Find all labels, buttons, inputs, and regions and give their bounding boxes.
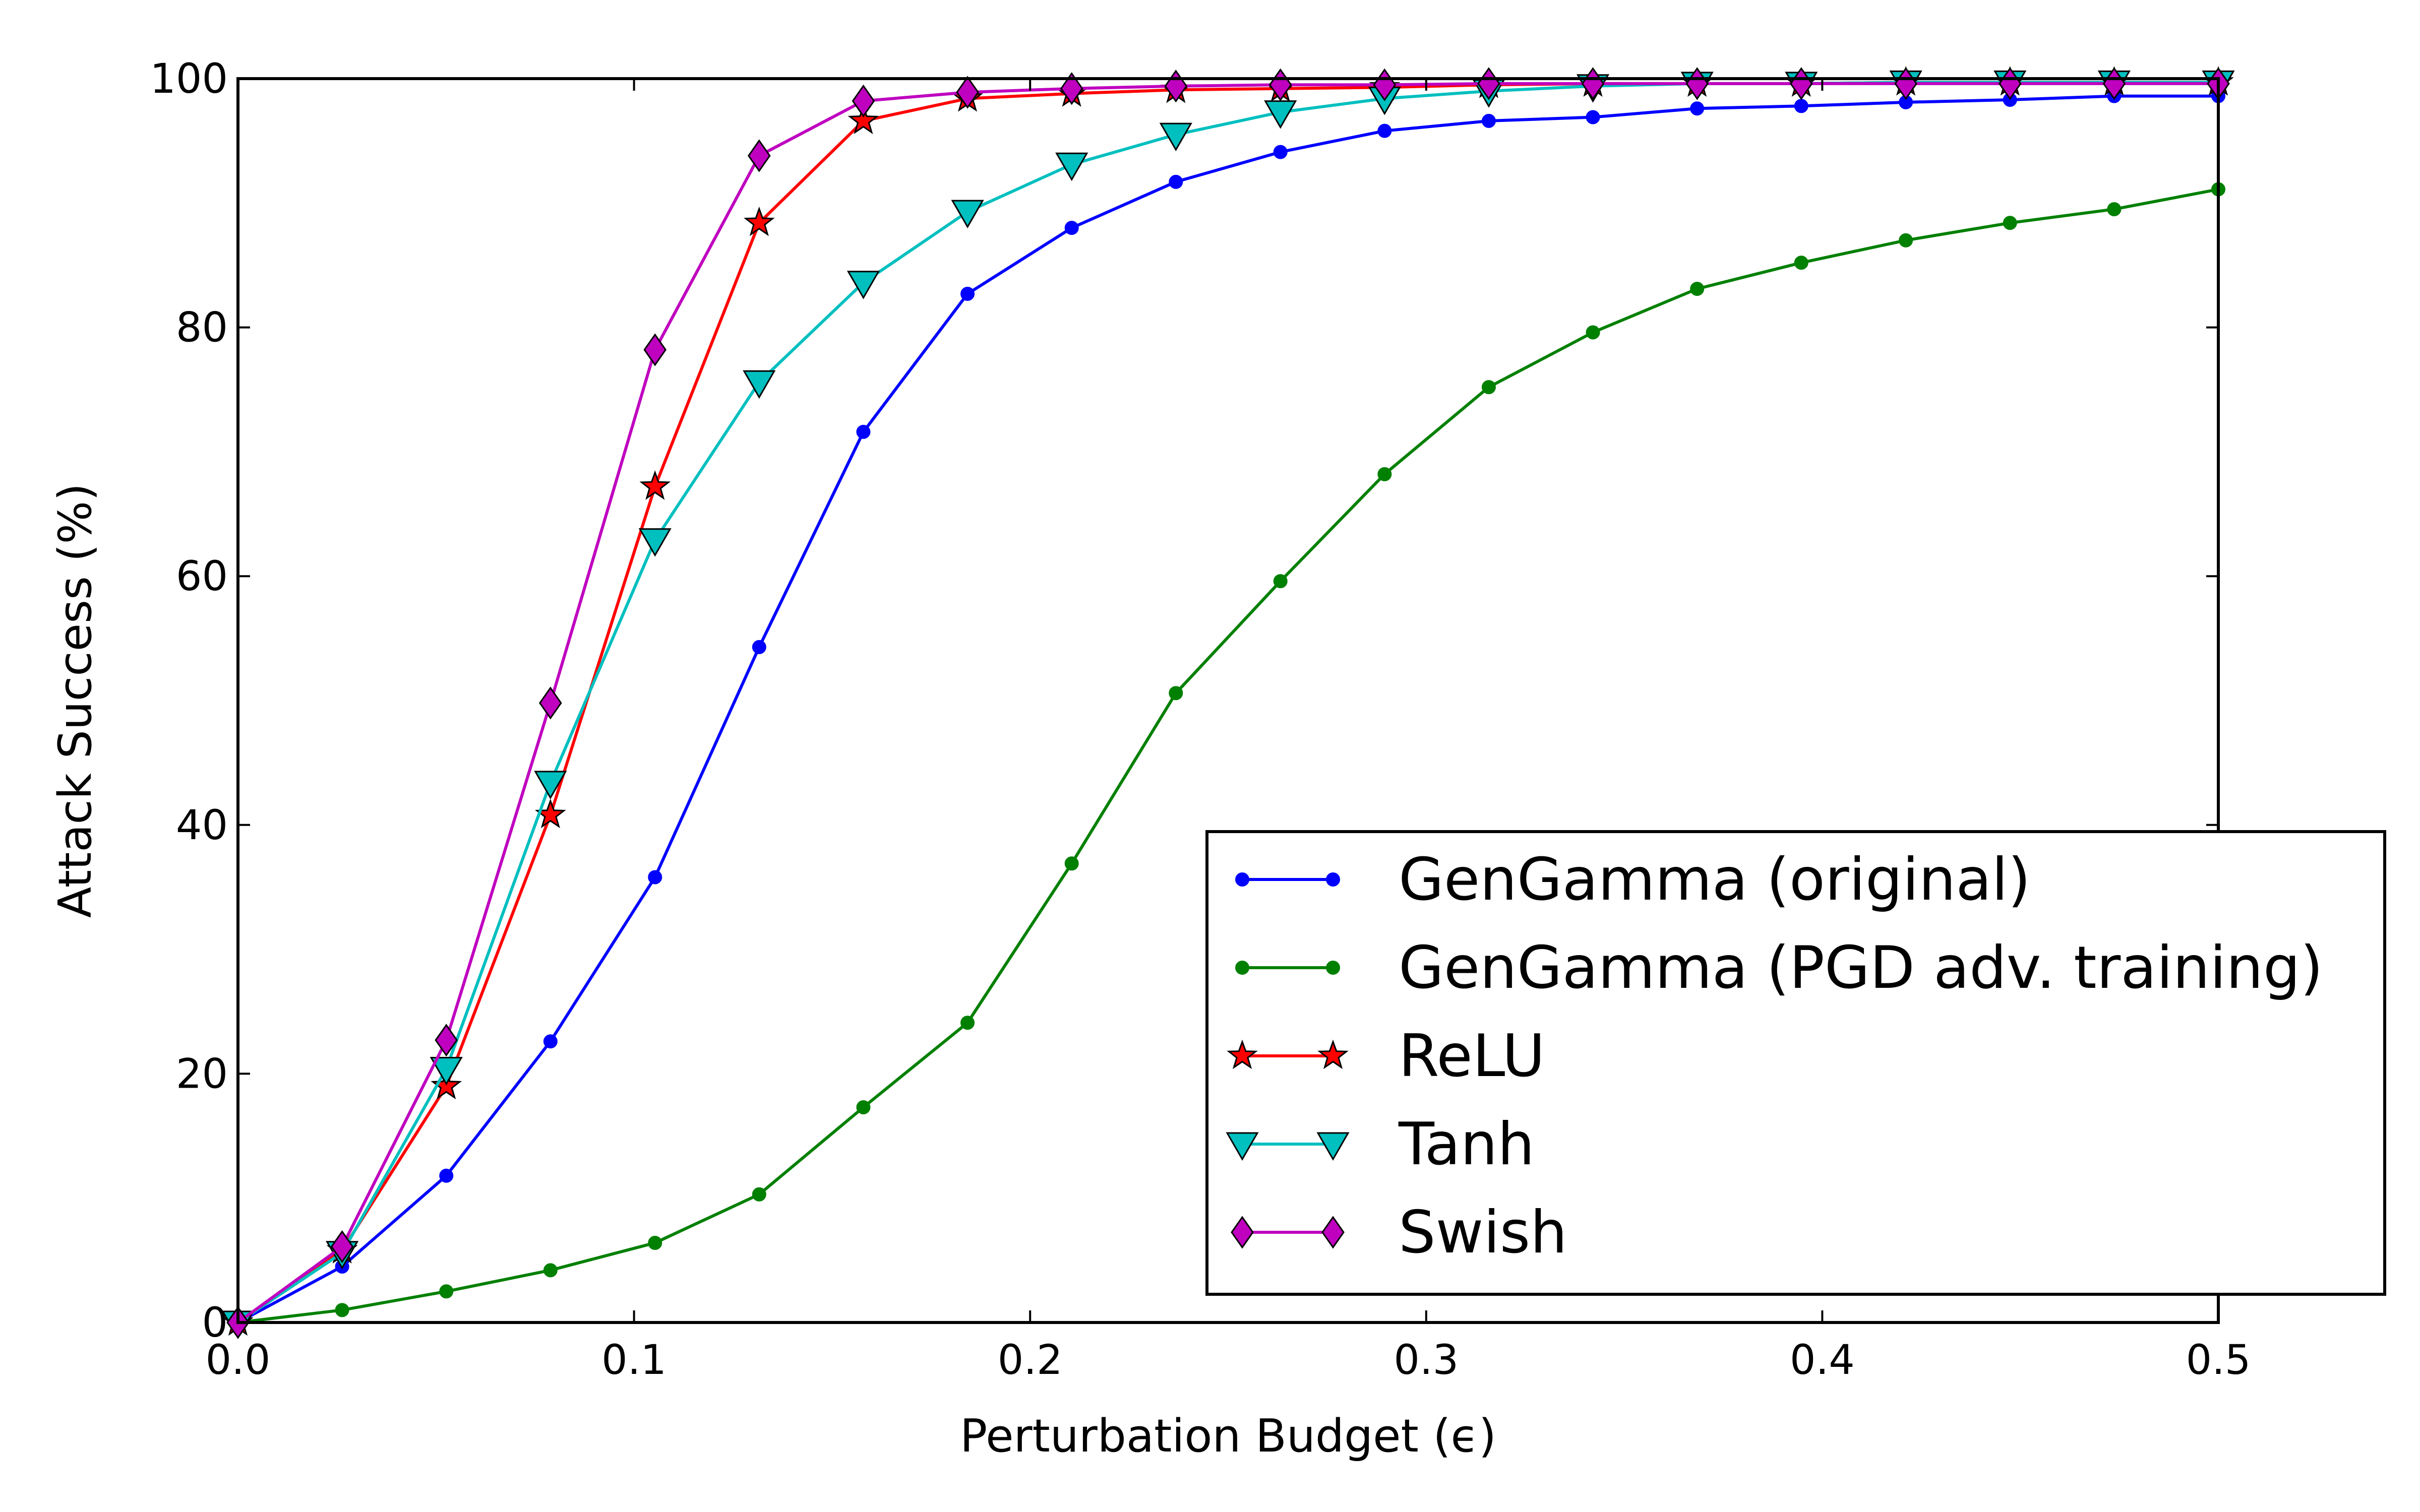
data-point <box>330 1230 354 1264</box>
data-point <box>1481 380 1496 395</box>
data-point <box>960 286 975 301</box>
data-point <box>1377 123 1392 138</box>
data-point <box>856 1100 871 1115</box>
data-point <box>1794 99 1808 113</box>
legend-marker <box>1226 1132 1259 1161</box>
legend-label: Swish <box>1399 1199 1567 1267</box>
legend-label: GenGamma (PGD adv. training) <box>1399 934 2323 1002</box>
data-point <box>1377 467 1392 481</box>
plot-frame <box>236 77 2220 1324</box>
data-point <box>639 470 671 500</box>
series-line <box>237 187 2219 1324</box>
legend-marker <box>1231 1216 1254 1249</box>
y-tick-label: 60 <box>176 553 228 600</box>
legend-marker <box>1235 961 1249 975</box>
data-point <box>435 1024 458 1057</box>
legend-label: Tanh <box>1398 1110 1535 1178</box>
data-point <box>1055 152 1088 181</box>
data-point <box>648 870 662 885</box>
data-point <box>1273 145 1288 159</box>
data-point <box>643 333 667 366</box>
legend-marker <box>1326 872 1340 887</box>
data-point <box>2107 202 2122 217</box>
data-point <box>846 271 880 299</box>
data-point <box>543 1034 558 1049</box>
data-point <box>648 1236 662 1250</box>
axis-ticks: 0.0 0.1 0.2 0.3 0.4 0.5 0 20 40 60 80 100 <box>150 55 2251 1384</box>
data-point <box>747 139 771 172</box>
data-point <box>1690 101 1705 116</box>
data-point <box>1169 174 1183 189</box>
data-point <box>1586 325 1600 340</box>
x-tick-label: 0.2 <box>998 1337 1063 1384</box>
x-tick-label: 0.3 <box>1394 1337 1459 1384</box>
data-point <box>638 528 672 557</box>
data-point <box>743 370 776 399</box>
data-point <box>752 640 766 654</box>
data-point <box>856 424 871 439</box>
data-point <box>1794 256 1808 270</box>
legend-marker <box>1235 872 1249 887</box>
data-point <box>335 1303 349 1317</box>
data-point <box>852 84 875 118</box>
data-point <box>743 206 775 236</box>
y-axis-label: Attack Success (%) <box>49 483 102 918</box>
x-tick-label: 0.5 <box>2186 1337 2251 1384</box>
legend-item: Swish <box>1231 1199 1567 1267</box>
data-point <box>956 76 979 109</box>
legend-box <box>1205 830 2386 1296</box>
series-4 <box>226 67 2230 1339</box>
legend: GenGamma (original) GenGamma (PGD adv. tr… <box>1205 830 2386 1296</box>
legend-marker <box>1316 1132 1350 1161</box>
data-point <box>2003 216 2017 230</box>
data-point <box>1169 686 1183 701</box>
data-point <box>1273 574 1288 589</box>
y-tick-label: 40 <box>176 802 228 849</box>
x-tick-label: 0.0 <box>206 1337 271 1384</box>
data-point <box>1481 113 1496 128</box>
series-line <box>237 82 2218 1324</box>
legend-item: ReLU <box>1227 1022 1545 1090</box>
legend-item: GenGamma (PGD adv. training) <box>1235 934 2323 1002</box>
y-tick-label: 0 <box>202 1299 228 1347</box>
data-point <box>1064 221 1079 235</box>
series-0 <box>231 89 2225 1330</box>
legend-item: GenGamma (original) <box>1235 846 2031 914</box>
y-tick-label: 100 <box>150 55 228 103</box>
data-point <box>1060 72 1083 105</box>
legend-label: ReLU <box>1399 1022 1545 1090</box>
data-point <box>543 1263 558 1278</box>
data-point <box>960 1016 975 1030</box>
y-tick-label: 20 <box>176 1050 228 1098</box>
legend-marker <box>1317 1039 1349 1069</box>
x-axis-label: Perturbation Budget (ϵ) <box>960 1410 1496 1463</box>
data-point <box>752 1187 766 1202</box>
data-point <box>439 1284 454 1299</box>
legend-marker <box>1326 961 1340 975</box>
data-point <box>1586 110 1600 124</box>
data-point <box>538 686 562 720</box>
data-point <box>1159 122 1192 152</box>
legend-marker <box>1321 1216 1345 1249</box>
legend-item: Tanh <box>1226 1110 1535 1178</box>
y-tick-label: 80 <box>176 304 228 352</box>
data-point <box>430 1057 463 1086</box>
x-tick-label: 0.1 <box>601 1337 667 1384</box>
data-point <box>951 200 984 229</box>
data-point <box>1899 233 1913 247</box>
legend-label: GenGamma (original) <box>1399 846 2031 914</box>
data-point <box>439 1168 454 1183</box>
series-line <box>237 94 2218 1324</box>
data-point <box>1690 282 1705 296</box>
legend-marker <box>1227 1039 1258 1069</box>
data-point <box>534 771 567 799</box>
data-point <box>1064 856 1079 871</box>
data-point <box>848 104 879 135</box>
x-tick-label: 0.4 <box>1790 1337 1855 1384</box>
